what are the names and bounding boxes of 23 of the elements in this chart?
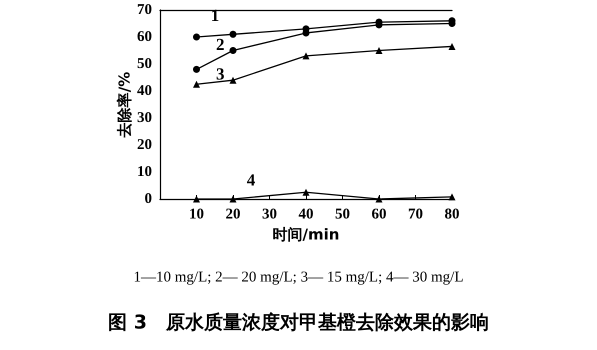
x-tick-label: 70 [408, 206, 423, 222]
y-tick-label: 40 [137, 83, 152, 99]
text: 1—10 mg/L; 2— 20 mg/L; 3— 15 mg/L; 4— 30 mg/L [134, 270, 464, 286]
series-label: 3 [216, 64, 224, 84]
x-tick-label: 40 [298, 206, 314, 222]
y-tick-label: 30 [137, 110, 152, 126]
x-tick-label: 30 [262, 206, 277, 222]
series-label: 4 [246, 170, 256, 190]
y-axis-title: 去除率/% [116, 72, 134, 138]
x-tick-label: 60 [372, 206, 386, 222]
y-tick-label: 60 [137, 29, 152, 45]
y-tick-label: 0 [144, 191, 152, 207]
y-tick-label: 50 [137, 56, 152, 72]
x-axis-title: 时间/min [272, 226, 340, 244]
y-tick-label: 70 [137, 2, 152, 18]
x-tick-label: 20 [226, 206, 240, 222]
series-label: 2 [216, 35, 224, 54]
text: 图 3 原水质量浓度对甲基橙去除效果的影响 [108, 312, 489, 334]
y-tick-label: 20 [137, 137, 152, 153]
x-tick-label: 10 [189, 206, 204, 222]
x-tick-label: 50 [335, 206, 350, 222]
x-tick-label: 80 [444, 206, 460, 222]
y-tick-label: 10 [137, 164, 152, 180]
